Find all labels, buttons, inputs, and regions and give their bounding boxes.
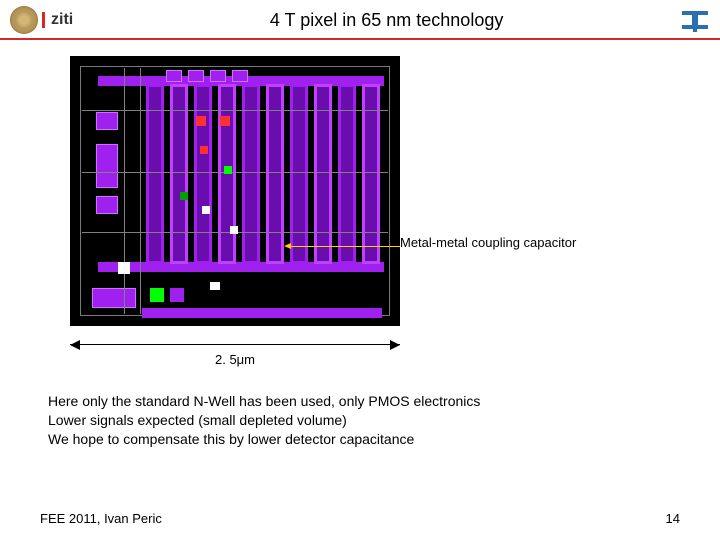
institution-logo-icon [680,8,710,32]
slide-title: 4 T pixel in 65 nm technology [73,10,680,31]
layout-marker [210,282,220,290]
capacitor-finger [170,84,188,264]
body-line: We hope to compensate this by lower dete… [48,430,680,449]
layout-pad [96,144,118,188]
dimension-label: 2. 5μm [70,352,400,367]
capacitor-finger [146,84,164,264]
capacitor-finger [314,84,332,264]
body-line: Lower signals expected (small depleted v… [48,411,680,430]
finger-inner [173,87,185,261]
capacitor-finger [338,84,356,264]
finger-inner [197,87,209,261]
layout-marker [202,206,210,214]
logo-left: ziti [10,6,73,34]
footer-left: FEE 2011, Ivan Peric [40,511,162,526]
finger-tab [188,70,204,82]
layout-marker [224,166,232,174]
finger-tab [210,70,226,82]
annotation-arrow-icon [290,246,400,247]
finger-tab [166,70,182,82]
finger-tab [232,70,248,82]
finger-inner [293,87,305,261]
body-line: Here only the standard N-Well has been u… [48,392,680,411]
layout-marker [170,288,184,302]
layout-marker [220,116,230,126]
finger-inner [269,87,281,261]
ziti-logo: ziti [42,11,73,29]
finger-inner [341,87,353,261]
finger-inner [149,87,161,261]
layout-bottom-bar [142,308,382,318]
ziti-bar-icon [42,12,45,28]
finger-inner [365,87,377,261]
page-number: 14 [666,511,680,526]
finger-inner [221,87,233,261]
capacitor-finger [242,84,260,264]
layout-pad [96,196,118,214]
capacitor-finger [290,84,308,264]
capacitor-finger [194,84,212,264]
university-seal-icon [10,6,38,34]
capacitor-finger [218,84,236,264]
routing-line [82,172,388,173]
dimension-line-icon [70,344,400,345]
body-text: Here only the standard N-Well has been u… [48,392,680,449]
finger-inner [245,87,257,261]
layout-pad [92,288,136,308]
layout-marker [180,192,188,200]
chip-layout-diagram [70,56,400,326]
layout-marker [196,116,206,126]
routing-line [124,68,125,314]
annotation-label: Metal-metal coupling capacitor [400,235,576,250]
layout-pad [96,112,118,130]
dimension-row: 2. 5μm [70,334,400,364]
capacitor-finger [362,84,380,264]
slide-header: ziti 4 T pixel in 65 nm technology [0,0,720,38]
slide-footer: FEE 2011, Ivan Peric 14 [40,511,680,526]
ziti-text: ziti [51,11,73,29]
layout-marker [150,288,164,302]
layout-marker [230,226,238,234]
slide-content: Metal-metal coupling capacitor 2. 5μm He… [0,40,720,449]
routing-line [82,110,388,111]
routing-line [140,68,141,314]
capacitor-finger [266,84,284,264]
finger-inner [317,87,329,261]
layout-marker [118,262,130,274]
layout-marker [200,146,208,154]
